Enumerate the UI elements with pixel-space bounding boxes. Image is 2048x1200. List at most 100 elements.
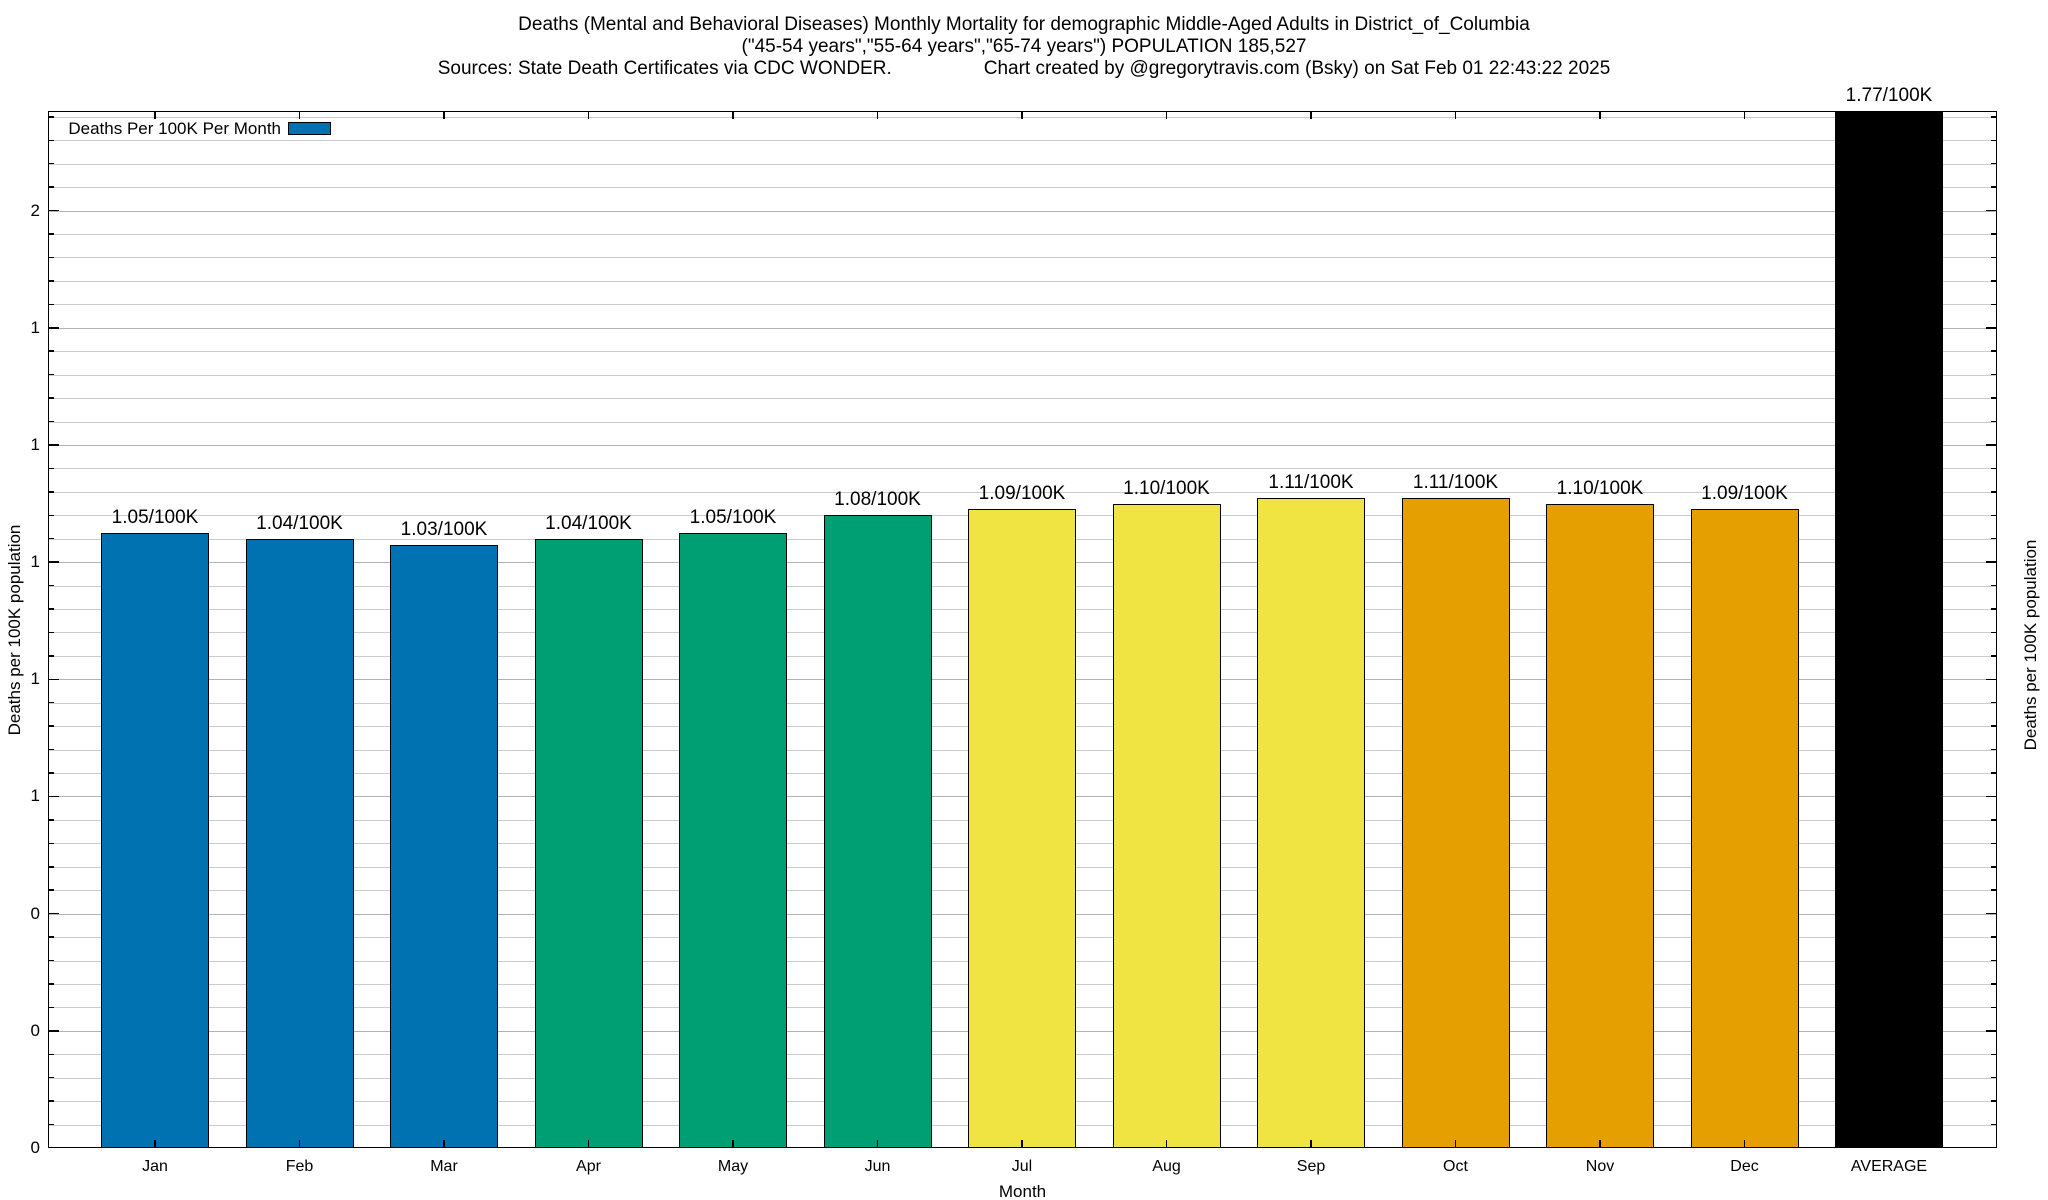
y-tick-right [1991, 866, 1996, 868]
x-tick-label: Sep [1296, 1158, 1326, 1175]
x-tick [1021, 1140, 1023, 1147]
x-tick [154, 1140, 156, 1147]
y-tick-right [1991, 655, 1996, 657]
x-tick [876, 112, 879, 119]
x-tick [1599, 112, 1601, 119]
y-tick-label: 1 [30, 786, 40, 806]
y-tick-left [49, 725, 54, 727]
y-tick-left [49, 983, 54, 985]
gridline [49, 468, 1996, 470]
y-tick-right [1991, 819, 1996, 821]
y-tick-right [1991, 1076, 1996, 1079]
gridline [49, 187, 1996, 189]
y-tick-left [49, 116, 54, 118]
y-tick-left [49, 866, 54, 868]
gridline [49, 351, 1996, 353]
x-tick-label: May [717, 1158, 749, 1175]
x-tick [587, 112, 590, 119]
y-tick-right [1986, 209, 1996, 212]
bar-value-label: 1.05/100K [689, 506, 777, 528]
y-tick-right [1991, 280, 1996, 282]
x-tick-label: Nov [1585, 1158, 1615, 1175]
x-tick-label: Oct [1443, 1158, 1468, 1175]
y-tick-left [49, 631, 54, 634]
x-tick-label: Jun [864, 1158, 891, 1175]
x-tick [1743, 112, 1746, 119]
bar-value-label: 1.03/100K [400, 518, 488, 540]
x-tick [443, 1140, 445, 1147]
y-tick-left [49, 912, 59, 915]
y-tick-right [1991, 959, 1996, 962]
y-tick-right [1991, 631, 1996, 634]
y-tick-label: 1 [30, 434, 40, 454]
gridline [49, 421, 1996, 423]
bar-value-label: 1.11/100K [1268, 471, 1354, 493]
bar-jun [823, 515, 932, 1148]
y-tick-right [1986, 444, 1996, 446]
bar-nov [1546, 503, 1654, 1148]
y-tick-left [49, 514, 54, 516]
y-tick-right [1991, 608, 1996, 610]
x-tick [1743, 1140, 1746, 1147]
x-tick [1165, 1140, 1168, 1147]
x-tick-label: Apr [576, 1158, 601, 1175]
x-tick-label: Mar [430, 1158, 458, 1175]
x-tick [732, 112, 734, 119]
y-tick-left [49, 397, 54, 399]
bar-dec [1690, 509, 1799, 1148]
y-tick-right [1991, 1006, 1996, 1009]
x-tick [1454, 112, 1457, 119]
gridline [49, 234, 1996, 236]
y-tick-right [1991, 139, 1996, 142]
bar-value-label: 1.09/100K [1701, 483, 1788, 505]
x-tick [1310, 112, 1312, 119]
y-tick-left [49, 1123, 54, 1126]
gridline [49, 398, 1996, 400]
y-tick-label: 1 [30, 317, 40, 337]
y-tick-left [49, 678, 59, 681]
y-tick-left [49, 233, 54, 235]
y-tick-left [49, 1030, 59, 1032]
y-tick-left [49, 584, 54, 587]
gridline [49, 140, 1996, 142]
bar-mar [390, 544, 498, 1148]
y-tick-right [1991, 162, 1996, 165]
x-tick [298, 112, 301, 119]
x-tick [1599, 1140, 1601, 1147]
y-tick-left [49, 209, 59, 212]
chart-title-line3: Sources: State Death Certificates via CD… [0, 58, 2048, 80]
y-tick-left [49, 373, 54, 376]
bar-average [1835, 111, 1943, 1148]
credit-text: Chart created by @gregorytravis.com (Bsk… [983, 58, 1611, 79]
x-tick [1310, 1140, 1312, 1147]
bar-value-label: 1.08/100K [834, 489, 921, 511]
y-tick-left [49, 280, 54, 282]
y-tick-left [49, 608, 54, 610]
x-tick [1888, 1140, 1890, 1147]
x-tick [1888, 112, 1890, 119]
y-tick-right [1991, 186, 1996, 188]
y-tick-label: 0 [30, 903, 40, 923]
bar-may [679, 532, 787, 1148]
y-tick-left [49, 186, 54, 188]
y-tick-right [1991, 467, 1996, 470]
gridline [49, 374, 1996, 376]
y-tick-right [1991, 983, 1996, 985]
y-tick-right [1991, 303, 1996, 306]
x-tick [1454, 1140, 1457, 1147]
y-tick-right [1991, 233, 1996, 235]
bar-value-label: 1.05/100K [111, 506, 199, 528]
x-tick [876, 1140, 879, 1147]
chart-title-line1: Deaths (Mental and Behavioral Diseases) … [518, 14, 1530, 35]
y-tick-right [1986, 912, 1996, 915]
y-tick-left [49, 1053, 54, 1055]
y-tick-label: 1 [30, 669, 40, 689]
y-tick-right [1991, 842, 1996, 845]
gridline [49, 280, 1996, 282]
y-tick-right [1991, 584, 1996, 587]
chart-title-line2: ("45-54 years","55-64 years","65-74 year… [741, 36, 1307, 57]
y-tick-left [49, 327, 59, 329]
x-axis-title: Month [998, 1182, 1047, 1200]
y-tick-right [1991, 1100, 1996, 1102]
